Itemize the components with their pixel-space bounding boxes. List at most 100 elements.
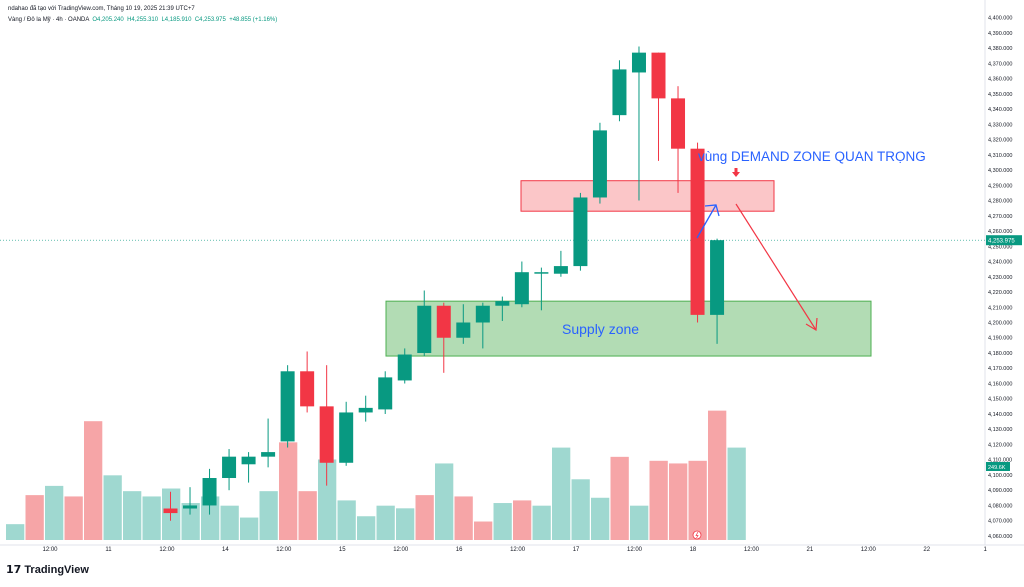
candle-body[interactable] (183, 505, 198, 509)
y-tick-label: 4,120.000 (988, 442, 1012, 448)
volume-bar (318, 459, 337, 540)
red-arrow-line[interactable] (735, 203, 817, 331)
volume-bar (220, 505, 239, 540)
volume-bar (201, 496, 220, 540)
demand-zone-label: vùng DEMAND ZONE QUAN TRỌNG (698, 149, 926, 164)
candle-body[interactable] (553, 266, 568, 274)
candle-body[interactable] (378, 377, 393, 410)
volume-bar (84, 421, 103, 540)
volume-bar (649, 460, 668, 540)
volume-badge (986, 462, 1010, 471)
volume-bar (727, 447, 746, 540)
candle-body[interactable] (710, 240, 725, 315)
x-tick-label: 12:00 (627, 547, 643, 553)
x-tick-label: 15 (339, 547, 346, 553)
candle-body[interactable] (280, 371, 295, 442)
candle-body[interactable] (514, 272, 529, 305)
volume-bar (571, 479, 590, 540)
candle-body[interactable] (534, 272, 549, 274)
y-tick-label: 4,250.000 (988, 244, 1012, 250)
volume-bar (591, 497, 610, 540)
y-tick-label: 4,110.000 (988, 458, 1012, 464)
blue-arrow-line[interactable] (696, 204, 717, 239)
candle-body[interactable] (241, 456, 256, 465)
y-tick-label: 4,400.000 (988, 16, 1012, 22)
y-tick-label: 4,370.000 (988, 61, 1012, 67)
y-tick-label: 4,080.000 (988, 503, 1012, 509)
y-tick-label: 4,150.000 (988, 397, 1012, 403)
candle-body[interactable] (222, 456, 237, 479)
candle-body[interactable] (612, 69, 627, 116)
x-tick-label: 18 (690, 547, 697, 553)
volume-bar (610, 456, 629, 540)
x-tick-label: 16 (456, 547, 463, 553)
volume-bar (240, 517, 259, 540)
volume-bar (45, 485, 64, 540)
y-tick-label: 4,380.000 (988, 46, 1012, 52)
y-tick-label: 4,160.000 (988, 381, 1012, 387)
volume-bar (123, 491, 142, 540)
candle-body[interactable] (631, 52, 646, 73)
x-tick-label: 11 (105, 547, 112, 553)
candle-body[interactable] (436, 305, 451, 338)
y-tick-label: 4,090.000 (988, 488, 1012, 494)
volume-bar (142, 496, 161, 540)
candle-body[interactable] (339, 412, 354, 463)
open-value: O4,205.240 (92, 17, 124, 23)
candle-body[interactable] (475, 305, 490, 323)
volume-bar (259, 491, 278, 540)
candle-body[interactable] (651, 52, 666, 99)
y-tick-label: 4,260.000 (988, 229, 1012, 235)
current-price-badge (986, 235, 1022, 246)
candle-body[interactable] (592, 130, 607, 198)
brand[interactable]: 𝟭𝟳 TradingView (6, 563, 89, 576)
y-tick-label: 4,240.000 (988, 260, 1012, 266)
high-value: H4,255.310 (127, 17, 159, 23)
symbol-name[interactable]: Vàng / Đô la Mỹ · 4h · OANDA (8, 17, 90, 23)
candle-body[interactable] (417, 305, 432, 353)
candle-body[interactable] (397, 354, 412, 381)
volume-bar (493, 503, 512, 540)
y-tick-label: 4,330.000 (988, 122, 1012, 128)
candle-body[interactable] (300, 371, 315, 407)
candle-body[interactable] (671, 98, 686, 149)
volume-bar (357, 516, 376, 540)
lightning-icon (695, 531, 699, 539)
candle-body[interactable] (163, 508, 178, 514)
y-tick-label: 4,280.000 (988, 199, 1012, 205)
y-tick-label: 4,360.000 (988, 77, 1012, 83)
volume-bar (6, 524, 25, 540)
candle-body[interactable] (573, 197, 588, 267)
y-tick-label: 4,210.000 (988, 305, 1012, 311)
candle-body[interactable] (495, 301, 510, 306)
close-value: C4,253.975 (194, 17, 226, 23)
x-tick-label: 12:00 (861, 547, 877, 553)
supply-zone-label: Supply zone (562, 321, 639, 337)
candle-body[interactable] (456, 322, 471, 338)
volume-bar (396, 508, 415, 540)
candle-body[interactable] (358, 407, 373, 413)
volume-bar (630, 505, 649, 540)
down-marker-icon (732, 168, 740, 177)
y-tick-label: 4,230.000 (988, 275, 1012, 281)
candle-body[interactable] (690, 148, 705, 315)
volume-bar (474, 521, 493, 540)
volume-bar (279, 442, 298, 540)
y-tick-label: 4,350.000 (988, 92, 1012, 98)
candle-body[interactable] (319, 406, 334, 463)
y-tick-label: 4,170.000 (988, 366, 1012, 372)
y-tick-label: 4,070.000 (988, 519, 1012, 525)
demand-zone-box[interactable] (520, 180, 775, 212)
x-tick-label: 22 (923, 547, 930, 553)
candle-body[interactable] (202, 478, 217, 506)
volume-bar (25, 495, 44, 540)
x-tick-label: 21 (807, 547, 814, 553)
y-tick-label: 4,190.000 (988, 336, 1012, 342)
volume-label: 249.6K (988, 465, 1006, 471)
x-tick-label: 12:00 (159, 547, 175, 553)
y-tick-label: 4,140.000 (988, 412, 1012, 418)
candle-body[interactable] (261, 452, 276, 457)
event-marker-icon[interactable] (692, 530, 702, 540)
